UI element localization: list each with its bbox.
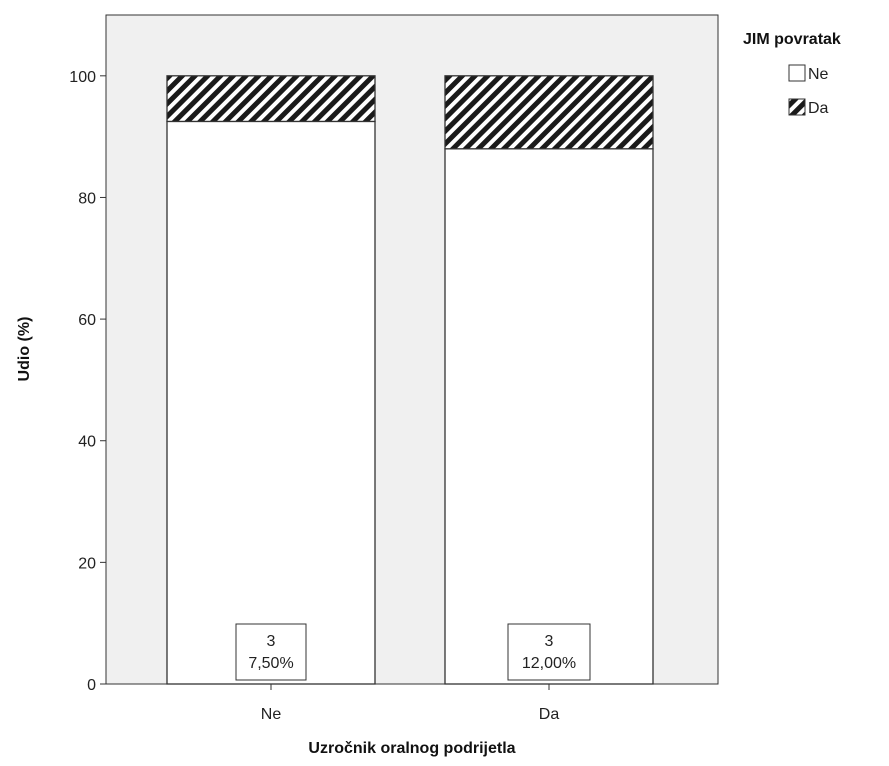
data-label-count: 3 xyxy=(545,633,554,650)
y-tick-label: 80 xyxy=(78,190,96,207)
bar-da-da xyxy=(444,75,654,150)
legend: JIM povratak Ne Da xyxy=(743,31,841,117)
x-tick-label: Ne xyxy=(261,706,282,723)
legend-label-ne: Ne xyxy=(808,66,829,83)
data-labels-group: 3 7,50% 3 12,00% xyxy=(235,623,591,681)
data-label-percent: 7,50% xyxy=(248,655,293,672)
legend-label-da: Da xyxy=(808,100,829,117)
legend-swatch-da xyxy=(788,98,806,116)
x-axis-title: Uzročnik oralnog podrijetla xyxy=(308,740,515,757)
y-tick-label: 20 xyxy=(78,555,96,572)
y-tick-label: 40 xyxy=(78,434,96,451)
y-tick-label: 0 xyxy=(87,677,96,694)
data-label-percent: 12,00% xyxy=(522,655,576,672)
x-tick-label: Da xyxy=(539,706,560,723)
x-axis: Ne Da xyxy=(261,684,560,723)
y-axis-title: Udio (%) xyxy=(16,317,33,382)
bar-da-ne xyxy=(444,148,654,685)
y-axis: 0 20 40 60 80 100 xyxy=(69,69,106,694)
legend-swatch-ne xyxy=(788,64,806,82)
legend-title: JIM povratak xyxy=(743,31,841,48)
bar-ne-da xyxy=(166,75,376,123)
y-tick-label: 100 xyxy=(69,69,96,86)
bar-ne-ne xyxy=(166,120,376,685)
data-label-box xyxy=(235,623,307,681)
y-tick-label: 60 xyxy=(78,312,96,329)
bars-group xyxy=(166,75,654,685)
data-label-box xyxy=(507,623,591,681)
data-label-count: 3 xyxy=(267,633,276,650)
